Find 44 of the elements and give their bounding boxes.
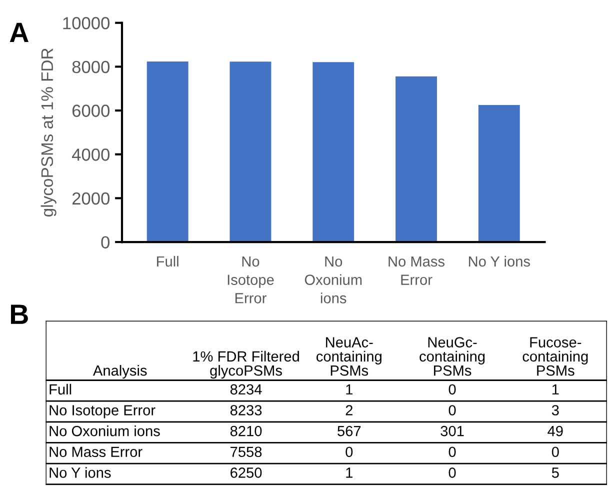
y-tick-label: 0 [101, 236, 110, 248]
data-label: 8234 [230, 384, 262, 395]
category-label: No Oxonium ions [50, 426, 160, 436]
x-tick-label: No Mass Error [388, 256, 444, 285]
data-label: 3 [552, 405, 559, 416]
data-label: 301 [440, 426, 464, 436]
data-label: 8210 [230, 426, 262, 436]
data-label: 0 [448, 405, 456, 416]
category-label: No Isotope Error [50, 405, 156, 418]
data-label: 7558 [230, 446, 262, 458]
text: 1% FDR Filtered glycoPSMs [193, 350, 299, 379]
category-label: No Y ions [50, 467, 111, 478]
chart-title: A [10, 22, 28, 42]
data-label: 5 [552, 468, 559, 478]
category-label: No Mass Error [50, 446, 142, 458]
x-tick-label: Full [157, 256, 178, 267]
text: NeuAc- containing PSMs [316, 337, 382, 376]
data-label: 1 [552, 384, 559, 394]
text: Analysis [92, 365, 147, 379]
text: B [11, 304, 28, 324]
data-label: 1 [346, 468, 352, 478]
x-tick-label: No Oxonium ions [304, 256, 362, 304]
y-tick-label: 10000 [63, 17, 110, 30]
y-tick-label: 4000 [72, 148, 110, 161]
data-label: 1 [346, 384, 352, 394]
data-label: 0 [346, 446, 353, 458]
text: NeuGc- containing PSMs [420, 337, 485, 376]
data-label: 2 [346, 405, 352, 416]
data-label: 0 [552, 446, 559, 458]
data-label: 6250 [230, 468, 262, 478]
y-tick-label: 8000 [72, 60, 110, 74]
y-tick-label: 6000 [72, 104, 110, 117]
data-label: 0 [448, 446, 456, 458]
y-tick-label: 2000 [72, 192, 110, 205]
data-label: 0 [448, 384, 456, 395]
category-label: Full [50, 384, 72, 395]
y-axis-title: glycoPSMs at 1% FDR [40, 48, 56, 216]
text: Fucose- containing PSMs [522, 337, 588, 376]
data-label: 567 [338, 426, 361, 436]
x-tick-label: No Y ions [468, 256, 530, 267]
data-label: 0 [448, 468, 456, 478]
data-label: 8233 [230, 405, 262, 416]
data-label: 49 [548, 426, 563, 436]
x-tick-label: No Isotope Error [228, 256, 274, 304]
